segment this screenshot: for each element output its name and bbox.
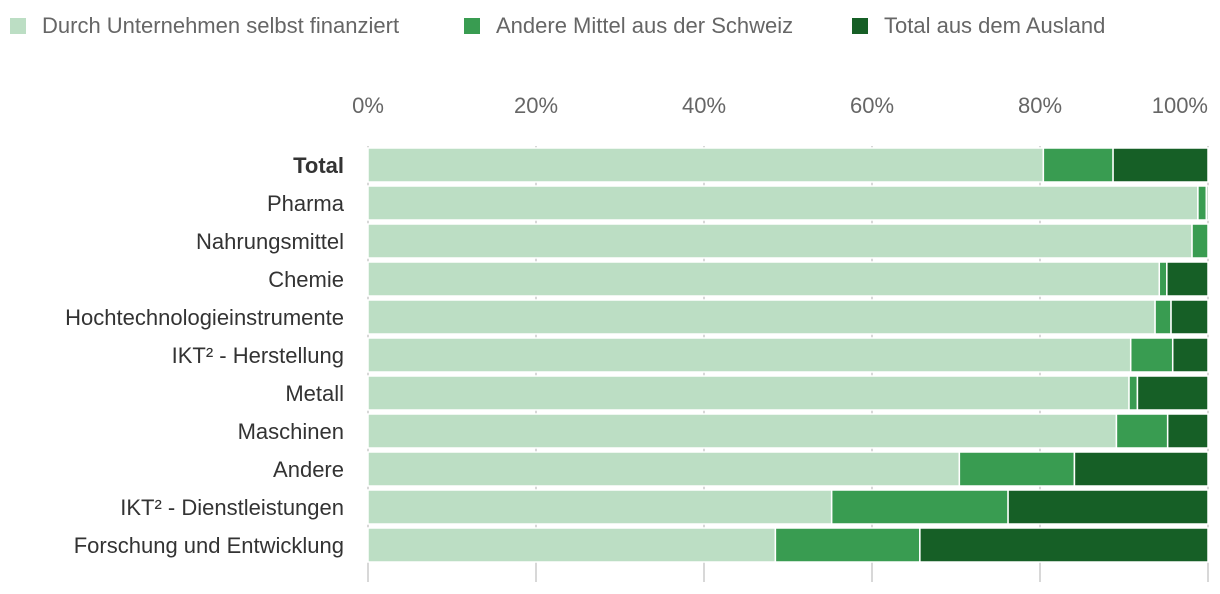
legend-item-1[interactable]: Durch Unternehmen selbst finanziert xyxy=(10,13,399,38)
bar-segment[interactable] xyxy=(1154,299,1172,335)
category-label: Pharma xyxy=(267,191,345,216)
bar-segment[interactable] xyxy=(1115,413,1169,449)
bar-segment[interactable] xyxy=(367,147,1045,183)
bar-segment[interactable] xyxy=(1197,185,1208,221)
bar-row xyxy=(367,261,1209,297)
category-label: Nahrungsmittel xyxy=(196,229,344,254)
legend-label: Durch Unternehmen selbst finanziert xyxy=(42,13,399,38)
bar-segment[interactable] xyxy=(1205,185,1209,221)
bar-segment[interactable] xyxy=(367,337,1132,373)
bar-segment[interactable] xyxy=(1007,489,1209,525)
bar-segment[interactable] xyxy=(1042,147,1114,183)
bar-segment[interactable] xyxy=(830,489,1009,525)
bar-row xyxy=(367,223,1209,259)
bar-row xyxy=(367,185,1209,221)
bar-segment[interactable] xyxy=(1112,147,1209,183)
bars xyxy=(367,147,1209,563)
bar-row xyxy=(367,413,1209,449)
category-label: Total xyxy=(293,153,344,178)
x-tick-label: 80% xyxy=(1018,93,1062,118)
bar-segment[interactable] xyxy=(367,299,1156,335)
bar-row xyxy=(367,489,1209,525)
bar-segment[interactable] xyxy=(774,527,921,563)
bar-segment[interactable] xyxy=(367,375,1130,411)
category-label: Metall xyxy=(285,381,344,406)
x-tick-label: 0% xyxy=(352,93,384,118)
legend-item-2[interactable]: Andere Mittel aus der Schweiz xyxy=(464,13,793,38)
x-tick-label: 40% xyxy=(682,93,726,118)
legend-swatch xyxy=(464,18,480,34)
y-axis-categories: Total Pharma Nahrungsmittel Chemie Hochtechn… xyxy=(65,153,345,558)
bar-row xyxy=(367,337,1209,373)
bar-segment[interactable] xyxy=(1171,337,1209,373)
x-axis-ticks: 0% 20% 40% 60% 80% 100% xyxy=(352,93,1208,118)
bar-row xyxy=(367,147,1209,183)
category-label: IKT² - Dienstleistungen xyxy=(120,495,344,520)
bar-row xyxy=(367,527,1209,563)
legend-label: Total aus dem Ausland xyxy=(884,13,1105,38)
category-label: Hochtechnologieinstrumente xyxy=(65,305,344,330)
category-label: Chemie xyxy=(268,267,344,292)
bar-segment[interactable] xyxy=(1128,375,1139,411)
legend-label: Andere Mittel aus der Schweiz xyxy=(496,13,793,38)
bar-segment[interactable] xyxy=(367,261,1161,297)
bar-segment[interactable] xyxy=(367,527,777,563)
x-tick-label: 60% xyxy=(850,93,894,118)
bar-row xyxy=(367,299,1209,335)
category-label: Andere xyxy=(273,457,344,482)
bar-segment[interactable] xyxy=(1136,375,1209,411)
bar-segment[interactable] xyxy=(367,185,1199,221)
bar-segment[interactable] xyxy=(367,413,1118,449)
x-tick-label: 100% xyxy=(1152,93,1208,118)
bar-segment[interactable] xyxy=(1158,261,1168,297)
bar-row xyxy=(367,451,1209,487)
legend-item-3[interactable]: Total aus dem Ausland xyxy=(852,13,1105,38)
legend-swatch xyxy=(10,18,26,34)
bar-segment[interactable] xyxy=(1191,223,1209,259)
bar-segment[interactable] xyxy=(367,223,1193,259)
category-label: Maschinen xyxy=(238,419,344,444)
legend-swatch xyxy=(852,18,868,34)
category-label: IKT² - Herstellung xyxy=(172,343,344,368)
bar-segment[interactable] xyxy=(1166,413,1209,449)
bar-segment[interactable] xyxy=(1170,299,1209,335)
category-label: Forschung und Entwicklung xyxy=(74,533,344,558)
bar-segment[interactable] xyxy=(1073,451,1209,487)
bar-segment[interactable] xyxy=(919,527,1209,563)
bar-segment[interactable] xyxy=(958,451,1076,487)
bar-segment[interactable] xyxy=(367,489,833,525)
x-tick-label: 20% xyxy=(514,93,558,118)
bar-segment[interactable] xyxy=(367,451,961,487)
bar-segment[interactable] xyxy=(1129,337,1174,373)
bar-segment[interactable] xyxy=(1166,261,1209,297)
legend: Durch Unternehmen selbst finanziert Ander… xyxy=(10,13,1105,38)
bar-row xyxy=(367,375,1209,411)
